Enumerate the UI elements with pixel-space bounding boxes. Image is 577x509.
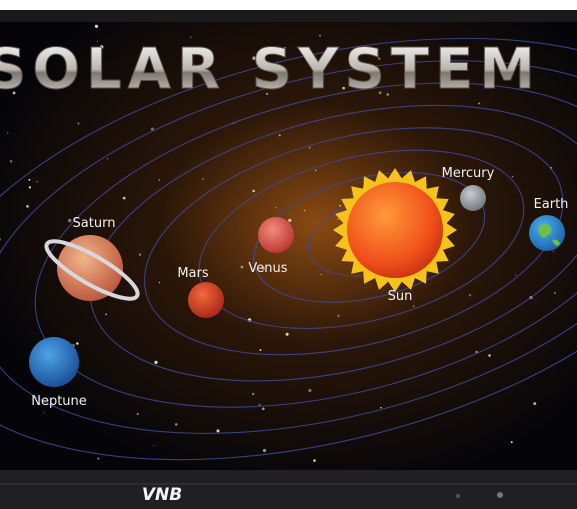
page: SOLAR SYSTEM Saturn Mars Venus Sun Mercu… <box>0 0 577 509</box>
sensor <box>456 494 460 498</box>
tv: SOLAR SYSTEM Saturn Mars Venus Sun Mercu… <box>0 0 577 509</box>
star <box>216 429 219 432</box>
star <box>10 160 13 163</box>
star <box>44 412 45 413</box>
planet-label: Saturn <box>73 216 116 231</box>
star <box>309 147 311 149</box>
star <box>511 441 513 443</box>
star <box>469 294 471 296</box>
star <box>29 186 31 188</box>
sun <box>347 182 443 278</box>
star <box>279 134 281 136</box>
star <box>97 458 99 460</box>
star <box>241 266 244 269</box>
star <box>553 251 554 252</box>
star <box>28 179 30 181</box>
tv-bottom <box>0 470 577 509</box>
power-button <box>497 492 503 498</box>
venus <box>258 217 294 253</box>
star <box>26 205 29 208</box>
star <box>76 342 79 345</box>
title: SOLAR SYSTEM <box>0 37 541 102</box>
star <box>68 219 71 222</box>
star <box>351 193 352 194</box>
mercury <box>460 185 486 211</box>
star <box>7 132 8 133</box>
planet-label: Sun <box>388 289 413 304</box>
star <box>320 274 321 275</box>
star <box>139 253 141 255</box>
planet-label: Mars <box>177 266 209 281</box>
star <box>380 407 382 409</box>
star <box>107 158 108 159</box>
star <box>275 207 276 208</box>
star <box>159 282 160 283</box>
star <box>488 354 490 356</box>
planet-label: Neptune <box>31 394 87 409</box>
star <box>263 449 266 452</box>
star <box>154 361 157 364</box>
star <box>337 315 339 317</box>
star <box>315 170 316 171</box>
star <box>313 459 316 462</box>
star <box>153 445 154 446</box>
star <box>202 178 203 179</box>
neptune <box>29 337 79 387</box>
star <box>36 181 38 183</box>
star <box>304 210 305 211</box>
star <box>413 305 415 307</box>
star <box>95 25 98 28</box>
star <box>515 274 516 275</box>
star <box>339 205 341 207</box>
brand: VNB <box>142 485 182 505</box>
mars <box>188 282 224 318</box>
star <box>262 408 265 411</box>
star <box>137 413 139 415</box>
star <box>252 190 254 192</box>
planet-label: Venus <box>248 261 287 276</box>
star <box>512 176 514 178</box>
star <box>286 333 289 336</box>
star <box>554 292 556 294</box>
star <box>478 103 480 105</box>
star <box>533 402 536 405</box>
star <box>123 197 126 200</box>
star <box>308 389 311 392</box>
star <box>260 349 262 351</box>
planet-label: Mercury <box>442 166 495 181</box>
star <box>77 122 79 124</box>
star <box>288 219 291 222</box>
star <box>105 314 107 316</box>
planet-label: Earth <box>534 197 569 212</box>
star <box>337 218 338 219</box>
star <box>175 423 178 426</box>
star <box>158 179 160 181</box>
star <box>252 393 254 395</box>
